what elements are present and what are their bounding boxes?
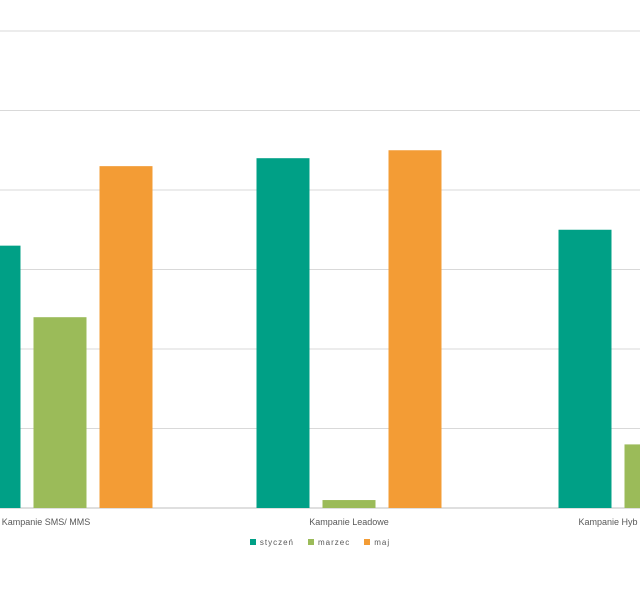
legend-label-styczen: styczeń: [259, 537, 294, 547]
bars: [0, 150, 640, 508]
legend-item-styczen: styczeń: [249, 537, 294, 547]
legend-swatch-marzec: [308, 539, 314, 545]
legend-label-marzec: marzec: [318, 537, 351, 547]
bar-maj-0: [99, 166, 153, 508]
category-label-sms: Kampanie SMS/ MMS: [2, 517, 91, 527]
gridlines: [0, 30, 640, 509]
bar-styczeń-0: [0, 245, 21, 508]
bar-maj-1: [388, 150, 442, 508]
legend: styczeń marzec maj: [0, 534, 640, 550]
bar-marzec-0: [33, 317, 87, 508]
legend-label-maj: maj: [374, 537, 391, 547]
bar-marzec-2: [624, 444, 640, 508]
category-label-hyb: Kampanie Hyb: [578, 517, 637, 527]
legend-swatch-styczen: [249, 539, 256, 545]
bar-styczeń-2: [558, 229, 612, 508]
bar-marzec-1: [322, 500, 376, 508]
legend-item-maj: maj: [364, 538, 390, 547]
category-label-leadowe: Kampanie Leadowe: [309, 517, 389, 527]
legend-item-marzec: marzec: [308, 538, 350, 547]
bar-styczeń-1: [256, 158, 310, 508]
legend-swatch-maj: [364, 539, 371, 545]
category-labels: Kampanie SMS/ MMS Kampanie Leadowe Kampa…: [2, 517, 638, 527]
